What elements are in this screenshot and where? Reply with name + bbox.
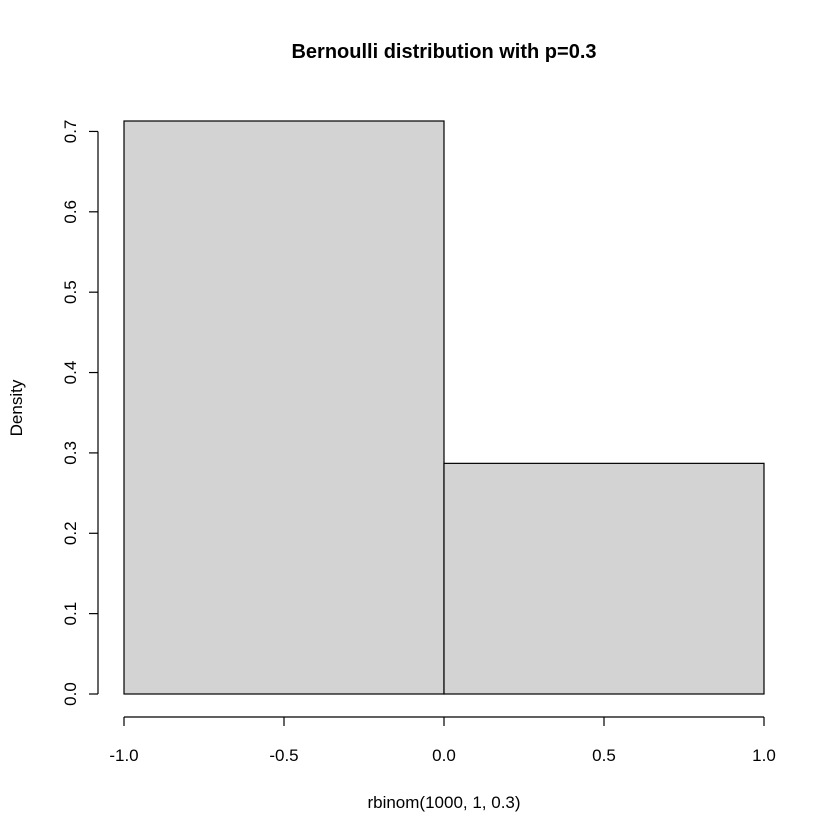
y-axis: 0.0 0.1 0.2 0.3 0.4 0.5 0.6 0.7 <box>61 120 99 706</box>
chart-title: Bernoulli distribution with p=0.3 <box>291 41 596 63</box>
y-axis-label: Density <box>7 379 26 436</box>
x-axis-label: rbinom(1000, 1, 0.3) <box>367 793 520 812</box>
y-tick-label: 0.4 <box>61 361 80 385</box>
histogram-bar-1 <box>123 120 445 695</box>
x-tick-label: 1.0 <box>752 746 776 765</box>
x-tick-label: -1.0 <box>109 746 138 765</box>
y-tick-label: 0.3 <box>61 441 80 465</box>
y-tick-label: 0.0 <box>61 682 80 706</box>
bars-group <box>123 120 765 695</box>
x-tick-label: -0.5 <box>269 746 298 765</box>
x-tick-label: 0.0 <box>432 746 456 765</box>
x-axis: -1.0 -0.5 0.0 0.5 1.0 <box>109 716 776 765</box>
y-tick-label: 0.2 <box>61 521 80 545</box>
y-tick-label: 0.5 <box>61 280 80 304</box>
x-tick-label: 0.5 <box>592 746 616 765</box>
y-tick-label: 0.6 <box>61 200 80 224</box>
histogram-bar-2 <box>443 462 765 695</box>
y-tick-label: 0.1 <box>61 602 80 626</box>
y-tick-label: 0.7 <box>61 120 80 144</box>
